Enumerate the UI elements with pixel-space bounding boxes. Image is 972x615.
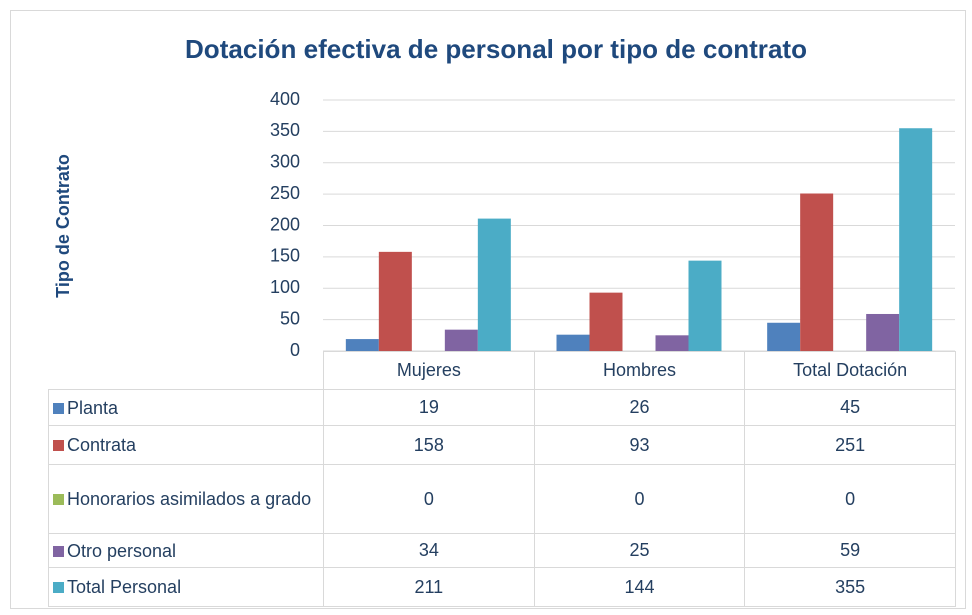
- table-cell: 45: [744, 389, 956, 426]
- bar: [477, 218, 511, 351]
- table-cell: 93: [533, 425, 746, 465]
- legend-label: Otro personal: [67, 540, 177, 561]
- y-tick-label: 350: [270, 120, 300, 140]
- y-tick-label: 100: [270, 277, 300, 297]
- bar: [444, 329, 478, 351]
- table-row: Total Personal 211 144 355: [48, 567, 956, 607]
- legend-swatch: [53, 440, 64, 451]
- y-tick-label: 0: [290, 340, 300, 360]
- y-axis-label: Tipo de Contrato: [53, 154, 73, 298]
- legend-label: Planta: [67, 397, 119, 418]
- bar: [589, 292, 623, 351]
- y-tick-label: 50: [280, 308, 300, 328]
- table-cell: 0: [744, 464, 956, 534]
- table-cell: 34: [323, 533, 535, 568]
- x-tick-label: Hombres: [533, 351, 746, 390]
- table-cell: 25: [533, 533, 746, 568]
- legend-label: Total Personal: [67, 577, 182, 597]
- data-table: Mujeres Hombres Total Dotación Planta 19 26 45…: [48, 351, 956, 607]
- legend-label: Contrata: [67, 435, 137, 455]
- row-header: Honorarios asimilados a grado: [48, 464, 324, 534]
- y-tick-label: 150: [270, 246, 300, 266]
- legend-swatch: [53, 545, 64, 557]
- bar: [899, 128, 933, 351]
- legend-label: Honorarios asimilados a grado: [67, 489, 312, 509]
- table-row: Planta 19 26 45: [48, 389, 956, 426]
- y-tick-label: 300: [270, 152, 300, 172]
- y-tick-label: 200: [270, 214, 300, 234]
- bar: [688, 260, 722, 351]
- table-cell: 158: [323, 425, 535, 465]
- row-header: Contrata: [48, 425, 324, 465]
- row-header: Total Personal: [48, 567, 324, 607]
- table-cell: 251: [744, 425, 956, 465]
- table-header-row: Mujeres Hombres Total Dotación: [49, 351, 956, 390]
- bar: [655, 335, 689, 351]
- chart-title: Dotación efectiva de personal por tipo d…: [185, 34, 807, 64]
- table-row: Contrata 158 93 251: [48, 425, 956, 465]
- table-row: Otro personal 34 25 59: [48, 533, 956, 568]
- table-cell: 0: [533, 464, 746, 534]
- bar: [345, 339, 379, 351]
- row-header: Otro personal: [48, 533, 324, 568]
- table-cell: 0: [323, 464, 535, 534]
- bar: [767, 322, 801, 351]
- bar: [378, 251, 412, 351]
- table-row: Honorarios asimilados a grado 0 0 0: [48, 464, 956, 534]
- chart-border: [10, 10, 966, 609]
- table-cell: 355: [744, 567, 956, 607]
- x-tick-label: Mujeres: [323, 351, 535, 390]
- y-tick-label: 250: [270, 183, 300, 203]
- row-header: Planta: [48, 389, 324, 426]
- bar: [800, 193, 834, 351]
- table-cell: 19: [323, 389, 535, 426]
- legend-swatch: [53, 402, 64, 414]
- y-tick-label: 400: [270, 89, 300, 109]
- table-corner: [49, 352, 324, 390]
- table-cell: 26: [533, 389, 746, 426]
- legend-swatch: [53, 582, 64, 593]
- table-cell: 144: [533, 567, 746, 607]
- bar: [866, 313, 900, 351]
- bar: [556, 334, 590, 351]
- table-cell: 211: [323, 567, 535, 607]
- table-cell: 59: [744, 533, 956, 568]
- legend-swatch: [53, 494, 64, 505]
- x-tick-label: Total Dotación: [744, 351, 956, 390]
